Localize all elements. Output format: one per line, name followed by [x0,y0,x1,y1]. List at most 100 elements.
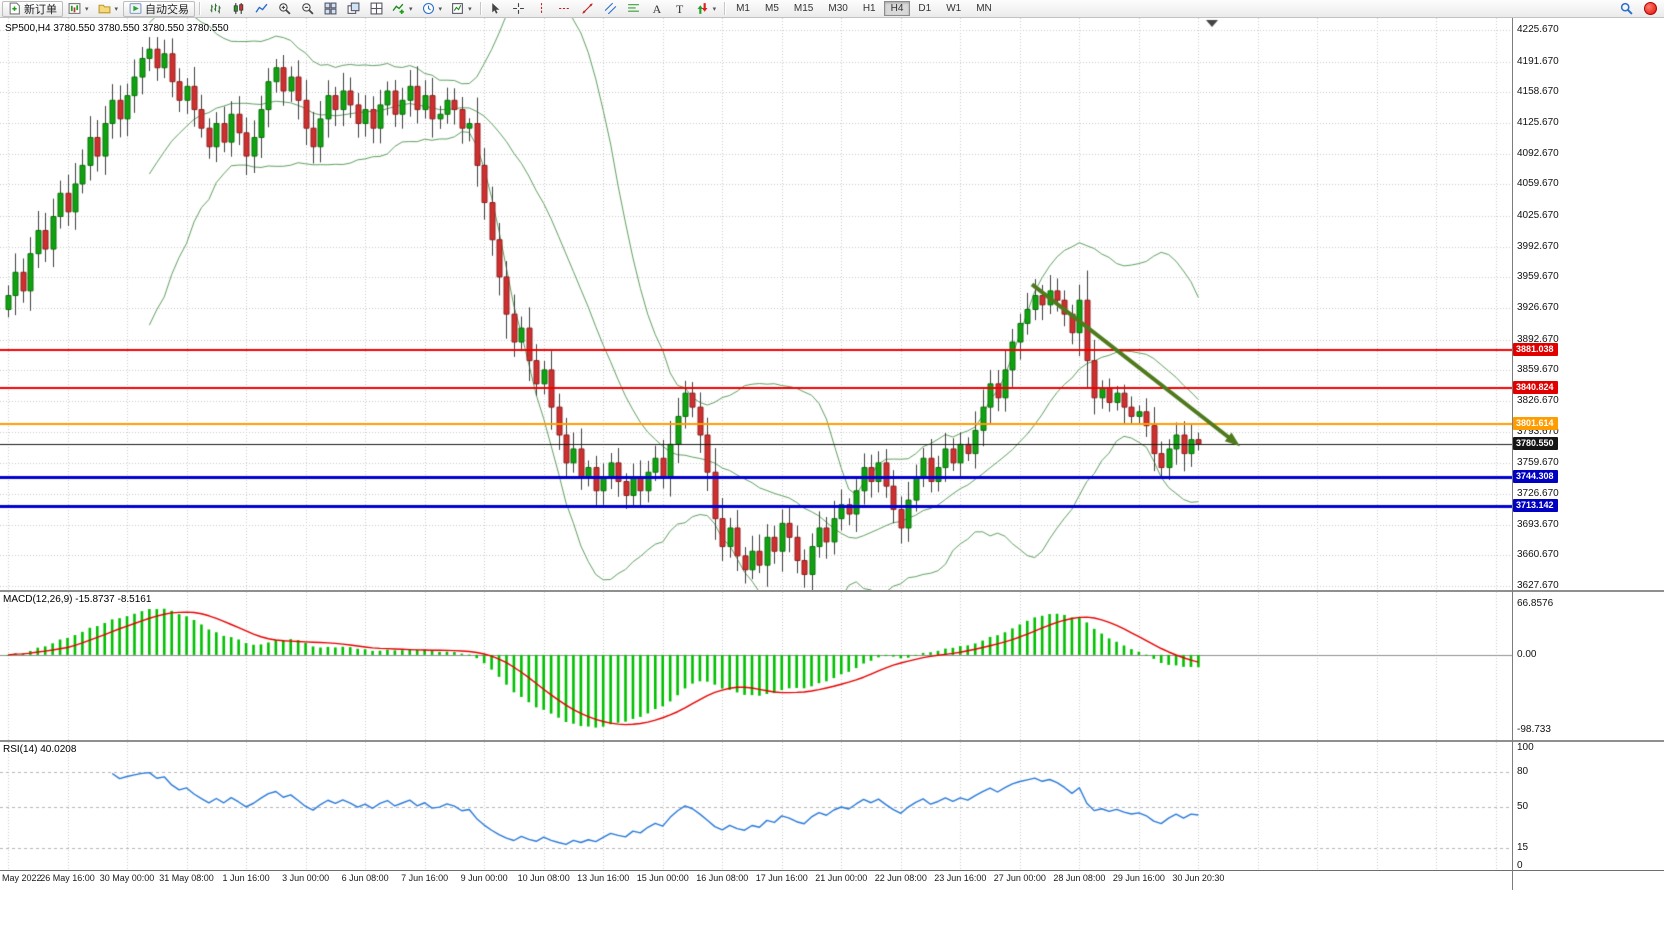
time-axis-label: 23 Jun 16:00 [934,873,987,883]
tile-windows-button[interactable] [319,1,341,17]
timeframe-button-W1[interactable]: W1 [939,1,968,16]
tile-windows-icon [324,2,336,15]
templates-button[interactable]: ▾ [447,1,476,17]
price-axis-label: 4092.670 [1517,147,1559,159]
time-axis-label: 28 Jun 08:00 [1053,873,1106,883]
panel-splitter[interactable] [0,590,1664,592]
chevron-down-icon: ▾ [409,5,413,13]
cursor-icon [492,3,500,14]
time-axis-label: 10 Jun 08:00 [517,873,570,883]
autotrading-icon [129,3,142,14]
periods-button[interactable]: ▾ [418,1,447,17]
crosshair-button[interactable] [508,1,530,17]
text-button[interactable]: A [646,1,668,17]
price-axis-label: 4225.670 [1517,23,1559,35]
line-chart-button[interactable] [250,1,272,17]
price-axis-label: 3793.670 [1517,425,1559,437]
timeframe-button-M1[interactable]: M1 [729,1,757,16]
timeframe-button-H1[interactable]: H1 [856,1,883,16]
price-axis-label: 3693.670 [1517,518,1559,530]
time-axis-label: 9 Jun 00:00 [460,873,508,883]
time-axis-label: 6 Jun 08:00 [341,873,389,883]
price-tag: 3801.614 [1513,417,1558,431]
timeframe-button-MN[interactable]: MN [969,1,999,16]
zoom-in-button[interactable] [273,1,295,17]
time-axis-label: 30 May 00:00 [99,873,155,883]
price-axis-label: 4059.670 [1517,178,1559,190]
chevron-down-icon: ▾ [712,5,717,13]
time-axis-label: 22 Jun 08:00 [874,873,927,883]
fibonacci-button[interactable] [623,1,645,17]
chevron-down-icon: ▾ [468,5,472,13]
templates-icon [452,3,463,14]
trendline-button[interactable] [577,1,599,17]
label-icon: T [676,2,684,15]
macd-axis-label: 0.00 [1517,648,1537,660]
search-button[interactable] [1615,1,1637,17]
trendline-icon [582,3,593,14]
time-axis-label: 1 Jun 16:00 [222,873,270,883]
new-order-button[interactable]: 新订单 [2,0,63,17]
price-axis-border [1512,18,1513,890]
arrange-windows-icon [370,2,382,15]
price-axis-label: 4191.670 [1517,55,1559,67]
symbol-ohlc-label: SP500,H4 3780.550 3780.550 3780.550 3780… [5,23,229,34]
arrows-button[interactable]: ▾ [692,1,721,17]
price-axis-label: 3959.670 [1517,271,1559,283]
toolbar: 新订单 ▾ ▾ 自动交易 [0,0,1664,18]
price-axis-label: 4025.670 [1517,209,1559,221]
cascade-windows-button[interactable] [342,1,364,17]
bar-chart-button[interactable] [204,1,226,17]
autotrading-label: 自动交易 [145,3,190,16]
label-button[interactable]: T [669,1,691,17]
price-tag: 3840.824 [1513,380,1558,394]
autotrading-button[interactable]: 自动交易 [123,0,196,17]
time-axis-label: 15 Jun 00:00 [636,873,689,883]
candlestick-chart-button[interactable] [227,1,249,17]
price-tag: 3713.142 [1513,499,1558,513]
price-axis-label: 3660.670 [1517,549,1559,561]
vertical-line-icon [541,3,543,14]
timeframe-button-M5[interactable]: M5 [758,1,786,16]
zoom-out-button[interactable] [296,1,318,17]
search-icon [1620,2,1633,15]
new-chart-button[interactable]: ▾ [64,1,93,17]
time-axis-label: 17 Jun 16:00 [755,873,808,883]
timeframe-button-D1[interactable]: D1 [911,1,938,16]
timeframe-button-M30[interactable]: M30 [821,1,854,16]
rsi-panel-canvas[interactable] [0,742,1512,870]
bar-chart-icon [209,3,221,14]
time-axis-label: 29 Jun 16:00 [1112,873,1165,883]
svg-text:A: A [653,2,662,15]
main-chart-canvas[interactable] [0,18,1512,590]
panel-splitter[interactable] [0,740,1664,742]
cursor-button[interactable] [485,1,507,17]
fibonacci-icon [628,4,639,12]
zoom-in-icon [278,3,291,15]
rsi-axis-label: 15 [1517,842,1529,854]
indicators-button[interactable]: ▾ [388,1,417,17]
channel-icon [604,2,617,15]
svg-text:T: T [676,2,684,15]
timeframe-button-M15[interactable]: M15 [787,1,820,16]
price-axis-label: 3859.670 [1517,364,1559,376]
horizontal-line-button[interactable] [554,1,576,17]
notification-badge-icon[interactable] [1644,2,1657,15]
price-tag: 3780.550 [1513,436,1558,450]
timeframe-button-H4[interactable]: H4 [883,1,911,16]
line-chart-icon [255,3,267,13]
time-axis-label: 27 Jun 00:00 [993,873,1046,883]
arrange-windows-button[interactable] [365,1,387,17]
time-axis-label: 21 Jun 00:00 [815,873,868,883]
price-axis-label: 3759.670 [1517,457,1559,469]
chevron-down-icon: ▾ [114,5,119,13]
vertical-line-button[interactable] [531,1,553,17]
channel-button[interactable] [600,1,622,17]
price-tag: 3744.308 [1513,470,1558,484]
macd-panel-canvas[interactable] [0,592,1512,740]
price-axis-label: 3627.670 [1517,579,1559,591]
price-axis-label: 4158.670 [1517,86,1559,98]
toolbar-right [1615,1,1662,17]
profiles-button[interactable]: ▾ [94,1,123,17]
